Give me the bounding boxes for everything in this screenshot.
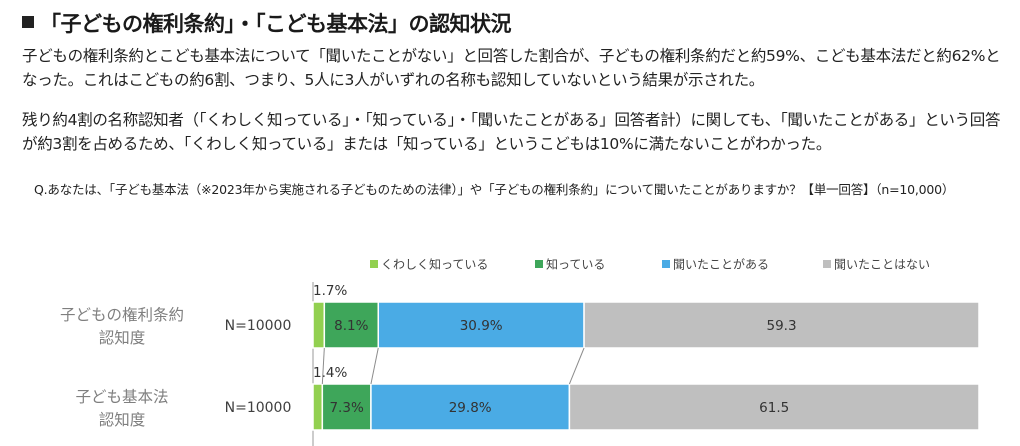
legend-label-3: 聞いたことがある bbox=[673, 257, 769, 272]
data-label-2-1: 1.4% bbox=[313, 365, 347, 381]
bar-segment-2-1 bbox=[312, 383, 324, 431]
category-label-1: 子どもの権利条約認知度 bbox=[60, 306, 184, 347]
data-label-1-4: 59.3 bbox=[766, 318, 796, 334]
page-title-text: 「子どもの権利条約」・「こども基本法」の認知状況 bbox=[40, 12, 512, 36]
connector-line-2 bbox=[370, 347, 379, 385]
legend-label-1: くわしく知っている bbox=[381, 258, 488, 272]
legend-swatch-3 bbox=[662, 260, 670, 268]
n-label-1: N=10000 bbox=[225, 318, 292, 334]
survey-question: Q.あなたは、「子ども基本法（※2023年から実施される子どものための法律）」や… bbox=[34, 182, 955, 197]
data-label-2-3: 29.8% bbox=[449, 400, 492, 416]
legend-swatch-2 bbox=[535, 260, 543, 268]
connector-line-1 bbox=[321, 347, 325, 385]
connector-line-3 bbox=[568, 347, 585, 385]
legend-swatch-4 bbox=[823, 260, 831, 268]
summary-paragraph-1: 子どもの権利条約とこども基本法について「聞いたことがない」と回答した割合が、子ど… bbox=[22, 47, 1001, 89]
legend-swatch-1 bbox=[370, 260, 378, 268]
category-label-2: 子ども基本法認知度 bbox=[75, 388, 168, 429]
bar-segment-1-4 bbox=[583, 301, 980, 349]
n-label-2: N=10000 bbox=[225, 400, 292, 416]
page-title: 「子どもの権利条約」・「こども基本法」の認知状況 bbox=[22, 8, 512, 38]
bar-segment-1-1 bbox=[312, 301, 326, 349]
data-label-1-2: 8.1% bbox=[334, 318, 368, 334]
data-label-2-4: 61.5 bbox=[759, 400, 789, 416]
bar-segment-2-4 bbox=[568, 383, 980, 431]
data-label-2-2: 7.3% bbox=[329, 400, 363, 416]
legend-label-4: 聞いたことはない bbox=[834, 258, 930, 272]
summary-paragraph-2: 残り約4割の名称認知者（「くわしく知っている」・「知っている」・「聞いたことがあ… bbox=[22, 111, 1001, 153]
data-label-1-1: 1.7% bbox=[313, 283, 347, 299]
legend-label-2: 知っている bbox=[546, 258, 605, 272]
bullet-square-icon bbox=[22, 16, 34, 28]
data-label-1-3: 30.9% bbox=[460, 318, 503, 334]
